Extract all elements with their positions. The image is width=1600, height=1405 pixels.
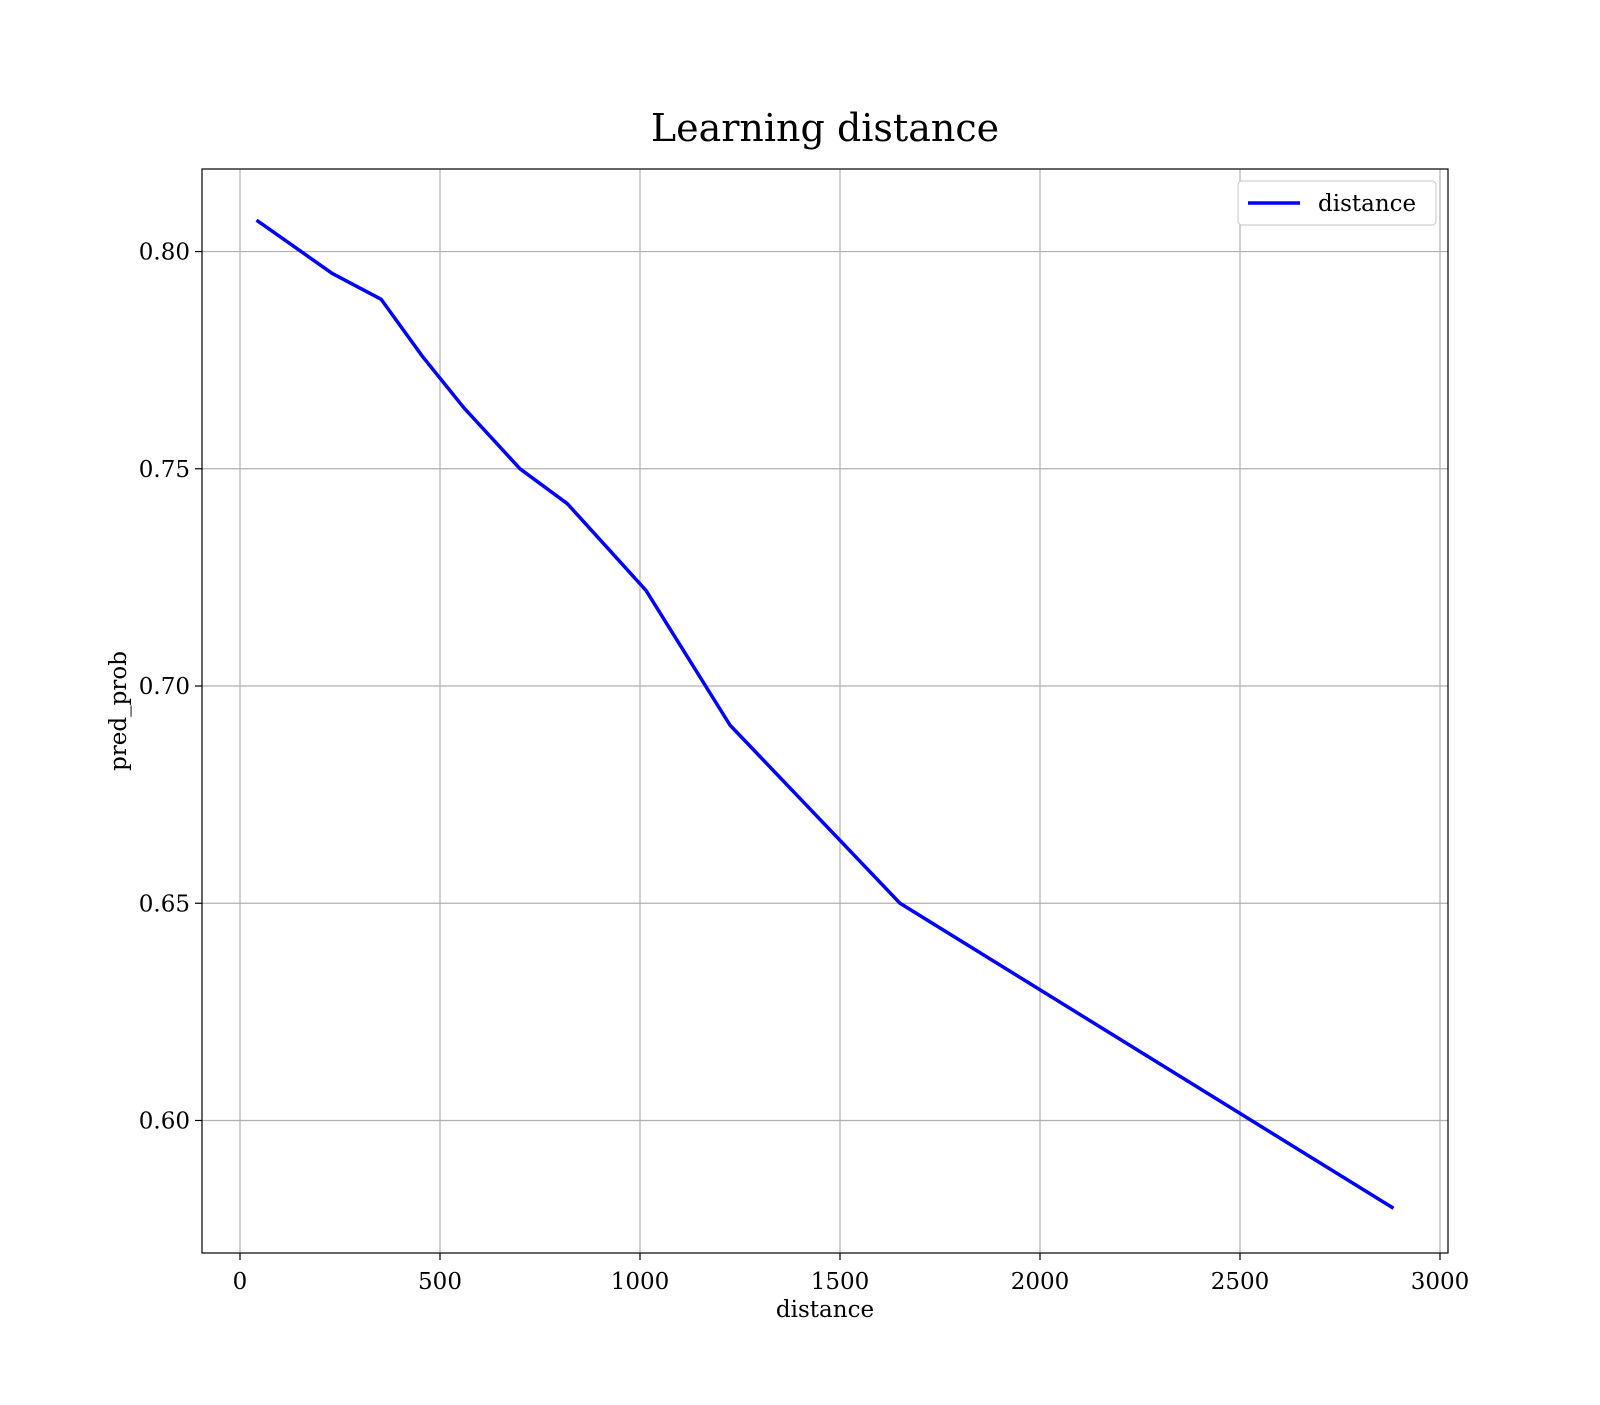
legend-box [1237, 180, 1437, 226]
grid-layer [202, 169, 1448, 1253]
x-tick-label: 2000 [1011, 1269, 1070, 1295]
x-tick-label: 1500 [811, 1269, 870, 1295]
x-tick-label: 1000 [611, 1269, 670, 1295]
y-tick-label: 0.70 [139, 674, 190, 700]
legend-entry-distance: distance [1318, 191, 1416, 217]
plot-frame [201, 168, 1449, 1254]
x-tick-label: 0 [233, 1269, 248, 1295]
ticks-layer: 0 500 1000 1500 2000 2500 3000 0.60 0.65 0.70 0.75… [139, 240, 1469, 1295]
y-axis-label: pred_prob [106, 651, 132, 771]
y-tick-label: 0.80 [139, 240, 190, 266]
y-tick-label: 0.75 [139, 457, 190, 483]
x-axis-label: distance [776, 1297, 874, 1323]
x-tick-label: 2500 [1211, 1269, 1270, 1295]
y-tick-label: 0.65 [139, 891, 190, 917]
x-tick-label: 500 [418, 1269, 462, 1295]
y-tick-label: 0.60 [139, 1108, 190, 1134]
series-layer [255, 218, 1395, 1210]
x-tick-label: 3000 [1411, 1269, 1470, 1295]
series-line-distance [255, 218, 1395, 1210]
chart-title: Learning distance [651, 106, 999, 150]
legend: distance [1237, 180, 1437, 226]
